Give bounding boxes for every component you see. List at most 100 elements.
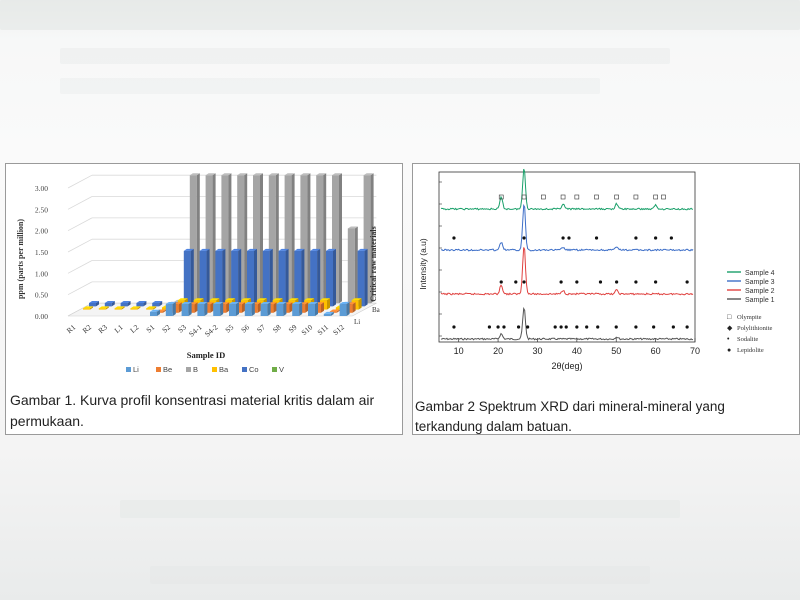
bar-top-b: [237, 173, 248, 176]
bar-top-li: [260, 302, 271, 305]
x-tick-label: S6: [239, 322, 251, 334]
bar-top-ba: [177, 298, 188, 301]
phase-marker: [575, 325, 579, 329]
bar-top-b: [253, 173, 263, 176]
phase-legend-symbol: ●: [727, 347, 731, 354]
bar-front-co: [326, 250, 333, 307]
bar-side-b: [291, 173, 295, 304]
x-tick-label: S8: [271, 322, 283, 334]
spectrum-line-sample-4: [440, 168, 694, 211]
phase-marker: [652, 325, 656, 329]
bar-side-co: [269, 248, 273, 307]
bar-side-b: [196, 173, 200, 304]
legend-label-sample-3: Sample 3: [745, 279, 775, 286]
x-tick-label: S3: [176, 322, 188, 334]
bar-front-co: [104, 302, 112, 307]
bar-front-li: [260, 304, 268, 316]
bar-side-co: [364, 248, 368, 307]
y-axis-title: Intensity (a.u): [418, 238, 428, 290]
bar-front-li: [292, 304, 300, 316]
bar-side-be: [257, 302, 261, 313]
bar-top-b: [300, 173, 311, 176]
bar-side-ba: [137, 306, 141, 310]
phase-marker: [654, 236, 658, 240]
bar-top-li: [276, 302, 287, 305]
legend-label-co: Co: [249, 365, 259, 374]
x-tick-label: S2: [160, 322, 172, 334]
bar-front-li: [181, 304, 189, 316]
spectrum-line-sample-2: [440, 247, 694, 296]
depth-tick-label: Li: [354, 318, 360, 326]
phase-marker: [559, 280, 563, 284]
bar-front-li: [323, 313, 331, 316]
blurred-toolbar: [0, 0, 800, 30]
y-tick-label: 2.00: [35, 227, 48, 236]
phase-marker: [560, 194, 566, 200]
x-tick-label: R2: [81, 322, 94, 335]
figure-panel-left: 0.00 0.50 1.00 1.50 2.00 2.50 3.00 R1 R2 R3 L1 L2 S1…: [5, 163, 403, 435]
legend-label-sample-4: Sample 4: [745, 270, 775, 277]
x-tick-label: 30: [532, 346, 542, 356]
x-tick-label: R1: [65, 322, 78, 335]
bar-side-b: [260, 173, 263, 304]
bar-side-ba: [90, 306, 93, 310]
legend-label-sample-1: Sample 1: [745, 297, 775, 304]
phase-legend-symbol: □: [727, 314, 732, 321]
phase-marker: [521, 194, 527, 200]
bar-top-co: [104, 300, 115, 303]
bar-front-li: [339, 304, 347, 316]
blurred-text-line: [60, 78, 600, 94]
figure-caption-right: Gambar 2 Spektrum XRD dari mineral-miner…: [415, 399, 725, 434]
bar-top-b: [221, 173, 232, 176]
bar-top-ba: [225, 298, 236, 301]
bar-top-co: [183, 248, 194, 251]
bar-front-b: [347, 228, 355, 304]
phase-marker: [496, 325, 500, 329]
gridline-side: [67, 260, 93, 274]
bar-front-ba: [98, 308, 106, 310]
legend-label-be: Be: [163, 365, 172, 374]
bar-front-co: [310, 250, 318, 307]
gridline-side: [67, 238, 93, 253]
bar-side-li: [220, 302, 224, 316]
bar-front-li: [229, 304, 236, 316]
phase-marker: [598, 280, 603, 284]
phase-marker: [661, 194, 666, 200]
bar-side-co: [317, 248, 321, 307]
blurred-text-line: [150, 566, 650, 584]
phase-marker: [564, 325, 568, 329]
bar-side-li: [157, 309, 160, 316]
bar-front-ba: [130, 308, 138, 310]
figure-caption-left: Gambar 1. Kurva profil konsentrasi mater…: [10, 392, 375, 429]
phase-marker: [671, 325, 675, 329]
bar-front-co: [120, 302, 128, 307]
bar-top-li: [181, 302, 192, 305]
bar-side-li: [236, 302, 239, 316]
legend-label-li: Li: [133, 365, 139, 374]
bar-front-co: [199, 250, 207, 307]
bar-top-li: [229, 302, 239, 305]
gridline-side: [67, 281, 93, 296]
bar-side-ba: [153, 306, 157, 310]
legend-label-b: B: [193, 365, 198, 374]
phase-marker: [559, 325, 563, 329]
bar-side-co: [111, 300, 115, 307]
phase-marker: [561, 236, 565, 240]
phase-marker: [615, 280, 619, 284]
bar-top-li: [165, 302, 176, 305]
bar-top-ba: [98, 306, 109, 309]
bar-top-li: [323, 311, 334, 314]
bar-top-li: [150, 309, 160, 312]
bar-side-be: [194, 302, 198, 313]
bar-top-co: [278, 248, 289, 251]
y-axis-title: ppm (parts per million): [16, 219, 25, 299]
phase-marker: [522, 236, 526, 240]
legend-swatch-li: [126, 367, 131, 372]
legend-label-sample-2: Sample 2: [745, 288, 775, 295]
bar-top-co: [357, 248, 368, 251]
spectrum-line-sample-1: [440, 306, 694, 341]
bar-front-li: [150, 311, 157, 316]
bar-side-co: [159, 300, 163, 307]
phase-marker: [634, 236, 638, 240]
x-tick-label: L2: [128, 322, 140, 334]
